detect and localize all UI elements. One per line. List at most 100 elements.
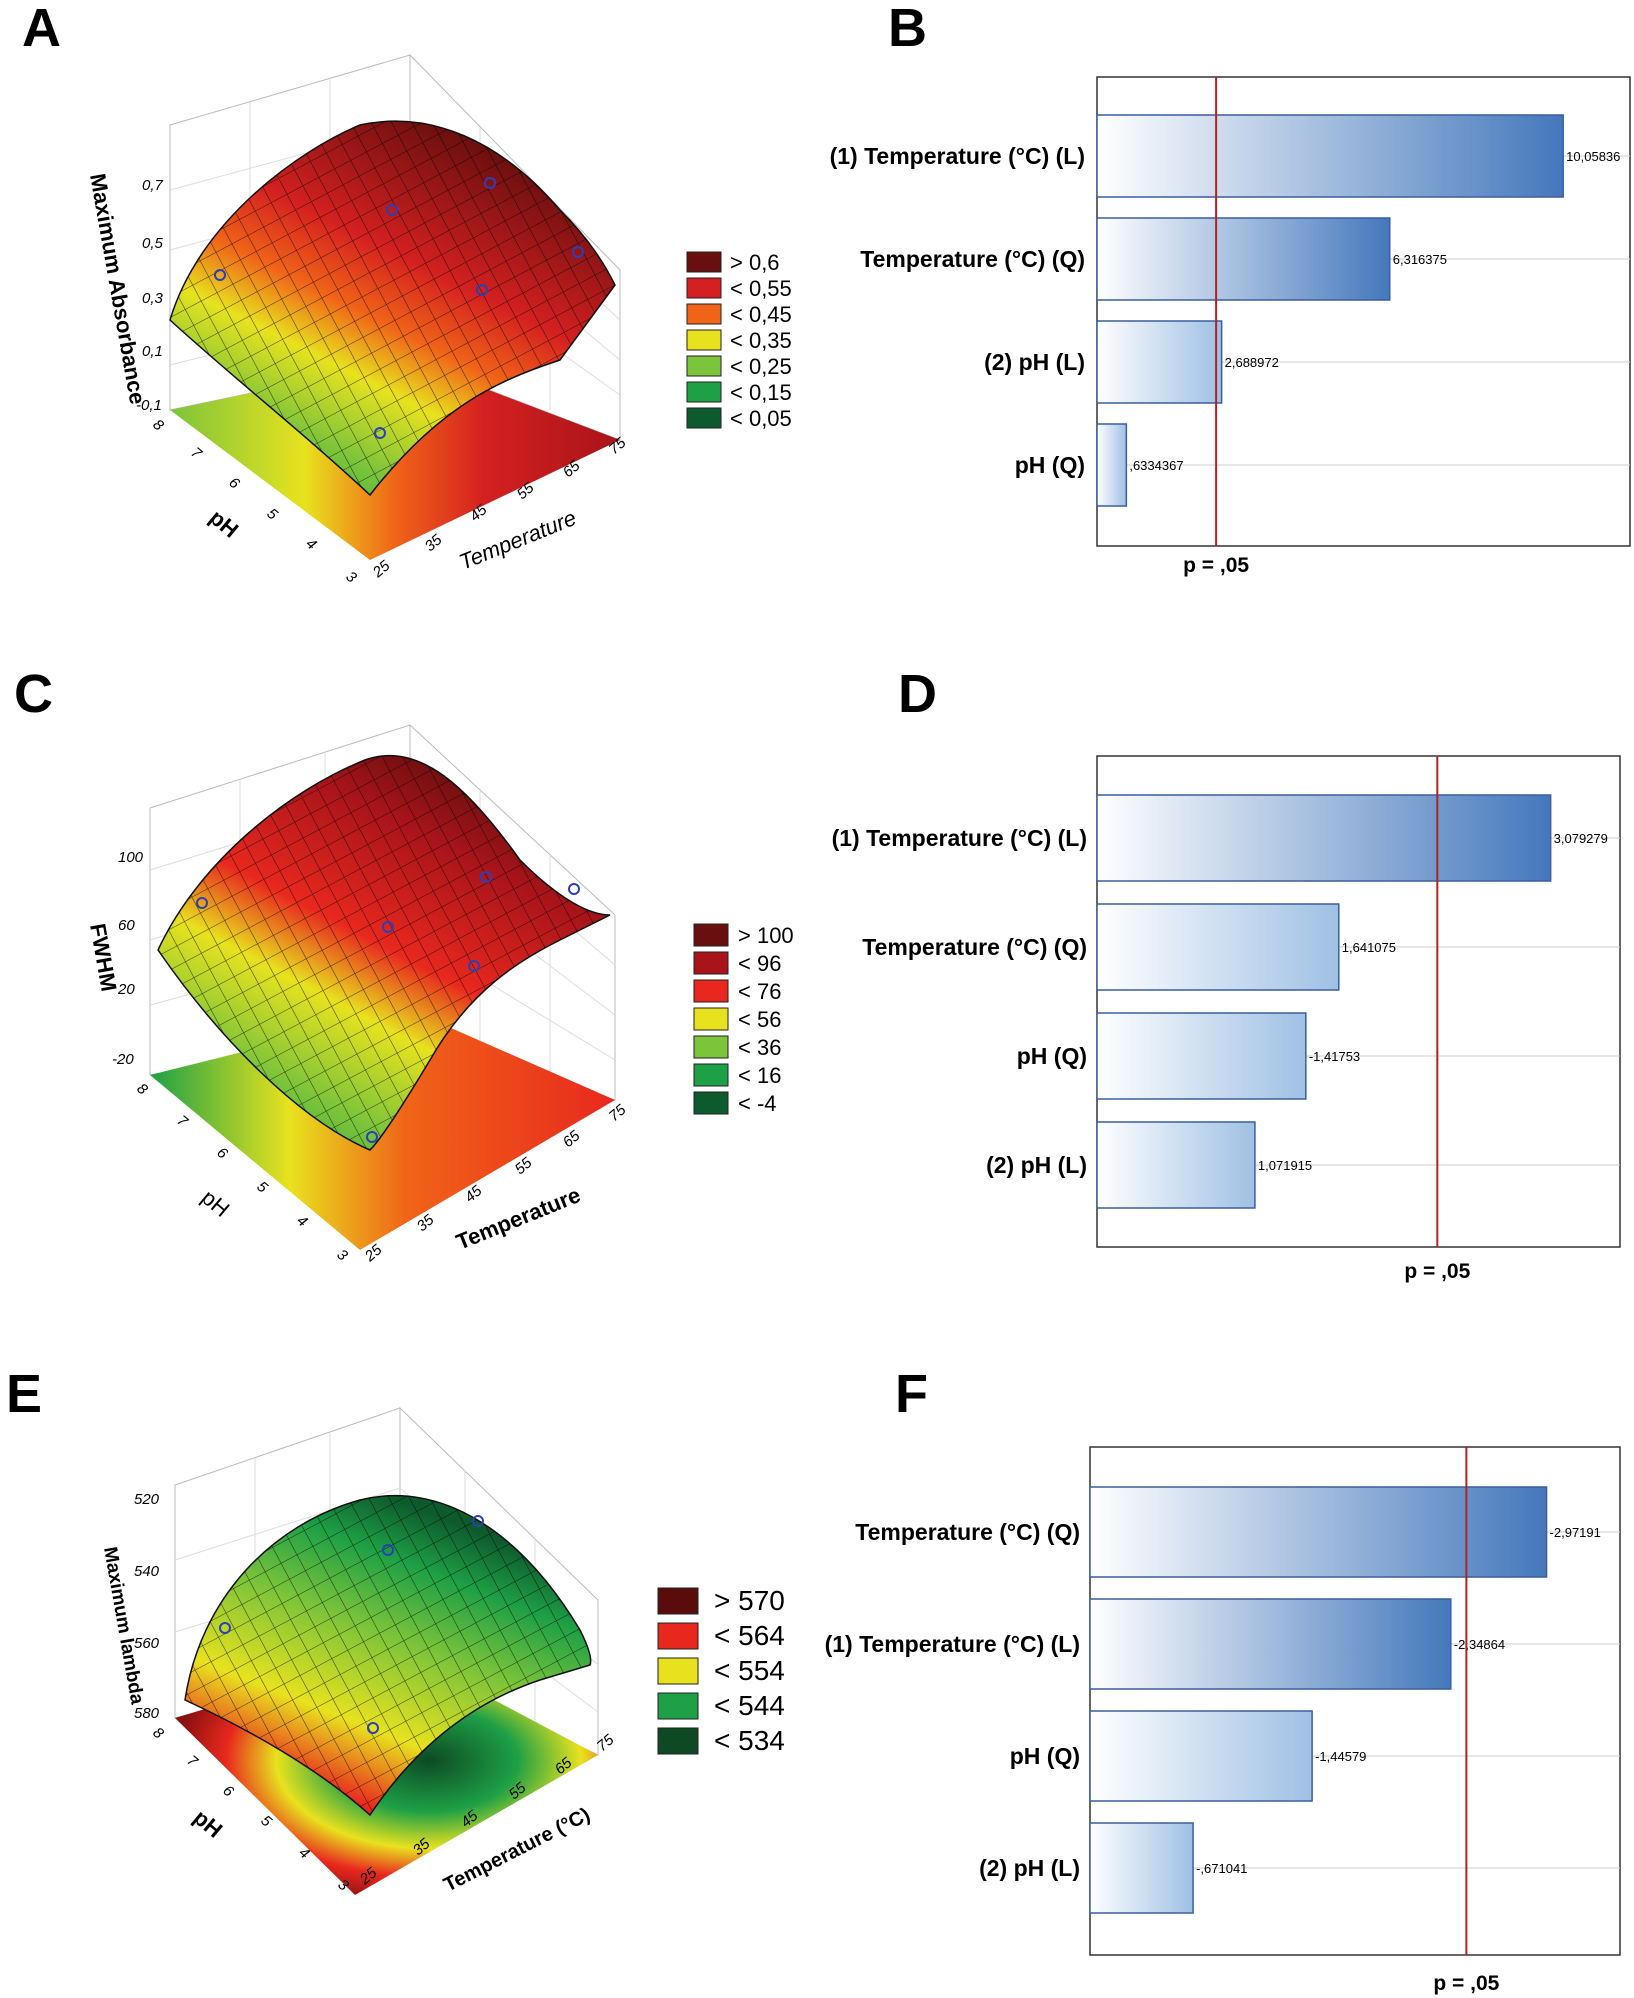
- bar-value-label: -1,44579: [1315, 1749, 1366, 1764]
- legend-swatch: [686, 355, 722, 377]
- y-tick: 7: [187, 444, 205, 463]
- legend-label: < 544: [714, 1690, 785, 1721]
- bar-category-label: Temperature (°C) (Q): [855, 1519, 1080, 1545]
- legend-swatch: [686, 277, 722, 299]
- bar-value-label: 3,079279: [1554, 831, 1608, 846]
- bar-category-label: pH (Q): [1010, 1743, 1080, 1769]
- legend-label: < -4: [738, 1091, 777, 1116]
- panel-letter-e: E: [6, 1364, 42, 1424]
- y-tick: 8: [149, 1724, 167, 1743]
- significance-label: p = ,05: [1404, 1260, 1470, 1283]
- effect-bar: [1089, 1486, 1548, 1578]
- z-axis-title-a: Maximum Absorbance: [85, 172, 150, 407]
- legend-swatch: [693, 1091, 729, 1115]
- bar-category-label: (1) Temperature (°C) (L): [825, 1631, 1080, 1657]
- effect-bar: [1089, 1598, 1452, 1690]
- panel-letter-c: C: [14, 664, 53, 724]
- bar-category-label: Temperature (°C) (Q): [862, 934, 1087, 960]
- z-tick: 580: [134, 1705, 160, 1722]
- y-tick: 7: [173, 1112, 191, 1131]
- bar-category-label: (1) Temperature (°C) (L): [830, 143, 1085, 169]
- bar-value-label: -1,41753: [1309, 1049, 1360, 1064]
- bar-value-label: ,6334367: [1129, 458, 1183, 473]
- z-tick: 20: [117, 981, 135, 998]
- pareto-chart-f: Temperature (°C) (Q) -2,97191 (1) Temperat…: [825, 1446, 1621, 1995]
- legend-swatch: [657, 1692, 699, 1720]
- legend-label: < 0,35: [730, 328, 792, 353]
- legend-swatch: [686, 381, 722, 403]
- bar-category-label: (2) pH (L): [984, 349, 1085, 375]
- legend-swatch: [693, 951, 729, 975]
- effect-bar: [1089, 1710, 1313, 1802]
- bar-value-label: -2,97191: [1550, 1525, 1601, 1540]
- bar-value-label: -2,34864: [1454, 1637, 1505, 1652]
- y-axis-title-a: pH: [205, 505, 244, 543]
- legend-label: < 16: [738, 1063, 781, 1088]
- legend-swatch: [657, 1727, 699, 1755]
- bar-value-label: 2,688972: [1225, 355, 1279, 370]
- y-tick: 5: [253, 1178, 271, 1197]
- effect-bar: [1096, 794, 1552, 882]
- bar-category-label: pH (Q): [1017, 1043, 1087, 1069]
- legend-label: < 0,05: [730, 406, 792, 431]
- panel-letter-a: A: [22, 0, 61, 58]
- legend-label: < 0,25: [730, 354, 792, 379]
- surface-mesh-a: [170, 121, 615, 495]
- panel-letter-d: D: [898, 664, 937, 724]
- surface-plot-c: 100 60 20 -20 25 35 45 55 65 75 3 4 5 6 …: [85, 723, 630, 1266]
- significance-label: p = ,05: [1183, 554, 1249, 577]
- y-tick: 6: [219, 1782, 237, 1801]
- legend-swatch: [657, 1657, 699, 1685]
- y-tick: 8: [133, 1080, 151, 1099]
- legend-a: > 0,6 < 0,55 < 0,45 < 0,35 < 0,25 < 0,15…: [686, 250, 792, 431]
- x-tick: 65: [560, 1127, 584, 1151]
- bar-category-label: Temperature (°C) (Q): [860, 246, 1085, 272]
- effect-bar: [1096, 423, 1128, 507]
- bar-value-label: 10,05836: [1566, 149, 1620, 164]
- y-tick: 4: [302, 535, 319, 553]
- y-tick: 4: [295, 1844, 312, 1862]
- legend-label: < 76: [738, 979, 781, 1004]
- y-tick: 6: [213, 1144, 231, 1163]
- y-tick: 8: [149, 416, 167, 435]
- legend-swatch: [693, 979, 729, 1003]
- bar-value-label: 6,316375: [1393, 252, 1447, 267]
- legend-swatch: [686, 251, 722, 273]
- legend-label: < 564: [714, 1620, 785, 1651]
- effect-bar: [1096, 903, 1340, 991]
- legend-label: < 554: [714, 1655, 785, 1686]
- legend-c: > 100 < 96 < 76 < 56 < 36 < 16 < -4: [693, 923, 794, 1116]
- legend-label: < 96: [738, 951, 781, 976]
- legend-label: > 570: [714, 1585, 785, 1616]
- z-tick: 0,3: [142, 290, 164, 307]
- z-tick: -0,1: [136, 397, 162, 414]
- legend-swatch: [693, 923, 729, 947]
- effect-bar: [1089, 1822, 1194, 1914]
- pareto-chart-b: (1) Temperature (°C) (L) 10,05836 Temperat…: [830, 76, 1631, 577]
- surface-plot-e: 520 540 560 580 25 35 45 55 65 75 3 4 5 …: [99, 1406, 618, 1896]
- legend-e: > 570 < 564 < 554 < 544 < 534: [657, 1585, 785, 1756]
- z-tick: -20: [112, 1051, 134, 1068]
- z-tick: 560: [134, 1635, 160, 1652]
- z-axis-title-c: FWHM: [85, 922, 122, 994]
- effect-bar: [1096, 1121, 1256, 1209]
- bar-category-label: (1) Temperature (°C) (L): [832, 825, 1087, 851]
- bar-category-label: (2) pH (L): [979, 1855, 1080, 1881]
- legend-swatch: [686, 329, 722, 351]
- z-tick: 0,1: [142, 343, 163, 360]
- bar-value-label: 1,071915: [1258, 1158, 1312, 1173]
- y-tick: 3: [333, 1246, 351, 1265]
- bar-category-label: (2) pH (L): [986, 1152, 1087, 1178]
- z-tick: 520: [134, 1491, 160, 1508]
- surface-plot-a: 0,7 0,5 0,3 0,1 -0,1 25 35 45 55 65 75 3…: [85, 53, 630, 587]
- panel-letter-f: F: [895, 1364, 928, 1424]
- bar-value-label: 1,641075: [1342, 940, 1396, 955]
- legend-label: < 0,45: [730, 302, 792, 327]
- bar-category-label: pH (Q): [1015, 452, 1085, 478]
- x-tick: 35: [422, 531, 446, 555]
- panel-letter-b: B: [888, 0, 927, 58]
- z-tick: 100: [118, 849, 144, 866]
- y-tick: 5: [263, 505, 281, 524]
- bar-value-label: -,671041: [1196, 1861, 1247, 1876]
- z-tick: 540: [134, 1563, 160, 1580]
